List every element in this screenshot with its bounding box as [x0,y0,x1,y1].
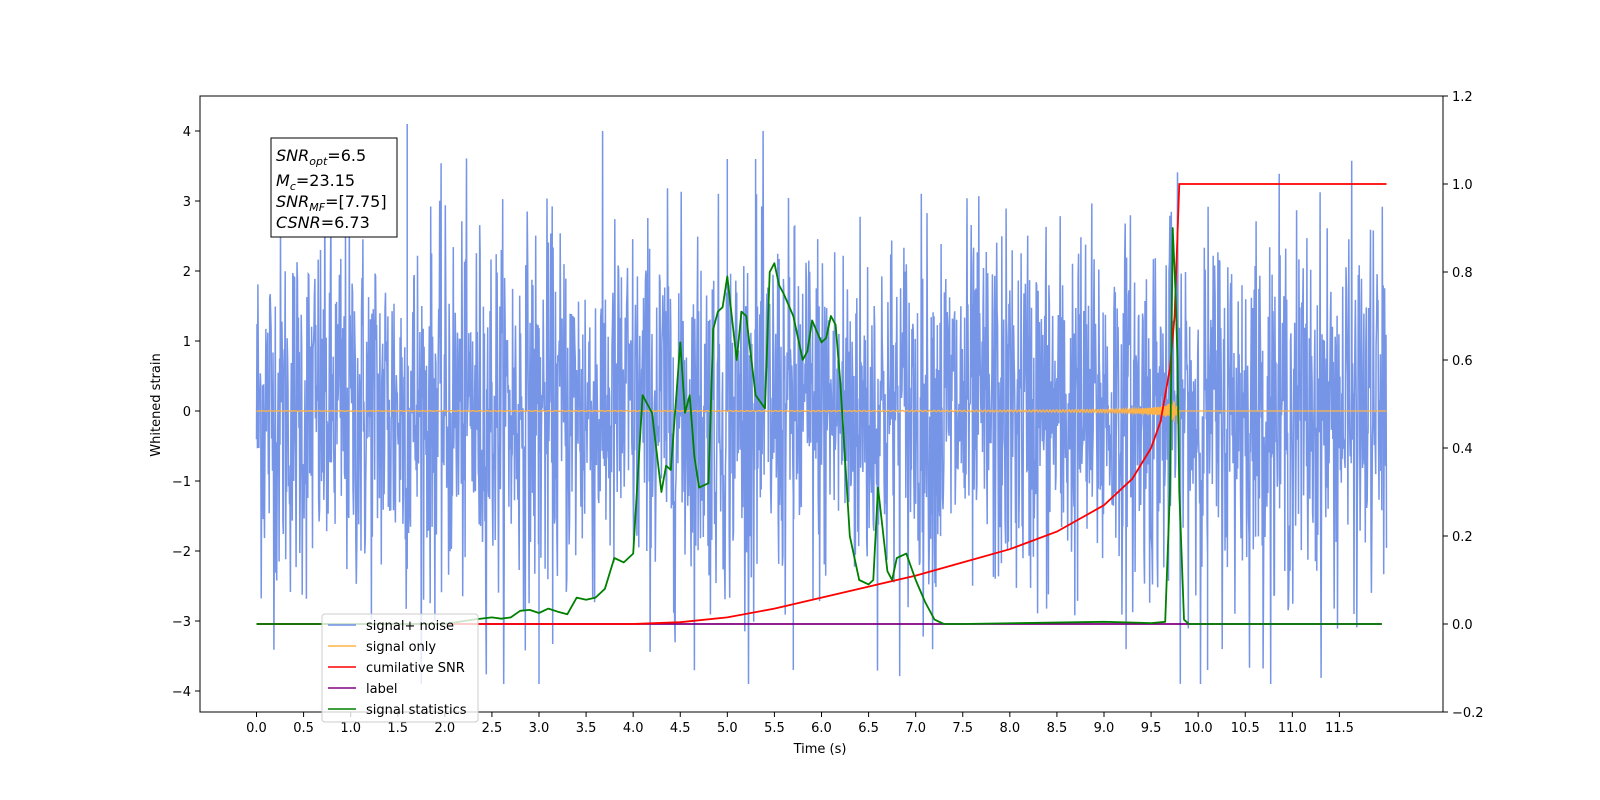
x-axis: 0.0 0.5 1.0 1.5 2.0 2.5 3.0 3.5 4.0 4.5 5.0 5.5 6.0 6… [246,712,1354,736]
x-tick-label: 2.5 [482,721,503,736]
x-tick-label: 5.5 [764,721,785,736]
y2-tick-label: 0.4 [1452,442,1473,457]
x-axis-label: Time (s) [793,742,847,757]
y-tick-label: −2 [172,545,191,560]
series-cumulative-snr [256,183,1387,625]
series-signal-only [256,389,1387,431]
x-tick-label: 3.0 [529,721,550,736]
x-tick-label: 7.5 [952,721,973,736]
y-axis-label: Whitened strain [149,353,164,456]
legend-label-signal-noise: signal+ noise [366,619,454,634]
x-tick-label: 4.0 [623,721,644,736]
x-tick-label: 7.0 [905,721,926,736]
x-tick-label: 10.0 [1184,721,1213,736]
legend-label-signal-only: signal only [366,640,436,655]
y-tick-label: −4 [172,685,191,700]
stats-annotation: SNRopt=6.5 Mc=23.15 SNRMF=[7.75] CSNR=6.… [270,137,398,238]
y2-tick-label: −0.2 [1452,706,1484,721]
x-tick-label: 1.0 [340,721,361,736]
annotation-snr-opt: SNRopt=6.5 [276,146,366,168]
y-axis-left: 4 3 2 1 0 −1 −2 −3 −4 [172,125,200,700]
annotation-csnr: CSNR=6.73 [276,213,370,232]
annotation-snr-mf: SNRMF=[7.75] [276,192,387,214]
annotation-box [270,137,398,238]
x-tick-label: 10.5 [1231,721,1260,736]
y2-tick-label: 1.2 [1452,90,1473,105]
x-tick-label: 0.5 [293,721,314,736]
series-signal-statistics [256,227,1382,625]
y-tick-label: 4 [183,125,191,140]
x-tick-label: 9.5 [1141,721,1162,736]
y-tick-label: −1 [172,475,191,490]
y-axis-right: 1.2 1.0 0.8 0.6 0.4 0.2 0.0 −0.2 [1443,90,1484,721]
x-tick-label: 5.0 [717,721,738,736]
x-tick-label: 9.0 [1094,721,1115,736]
x-tick-label: 4.5 [670,721,691,736]
legend-label-cumulative-snr: cumilative SNR [366,661,465,676]
legend: signal+ noise signal only cumilative SNR… [321,613,479,723]
y2-tick-label: 0.8 [1452,266,1473,281]
x-tick-label: 1.5 [387,721,408,736]
x-tick-label: 8.5 [1047,721,1068,736]
series-layer [255,124,1388,685]
legend-label-label: label [366,682,397,697]
y-tick-label: 1 [183,335,191,350]
y-tick-label: −3 [172,615,191,630]
y-tick-label: 2 [183,265,191,280]
legend-box [321,613,479,723]
x-tick-label: 0.0 [246,721,267,736]
x-tick-label: 11.0 [1278,721,1307,736]
x-tick-label: 3.5 [576,721,597,736]
legend-label-signal-statistics: signal statistics [366,703,467,718]
x-tick-label: 6.5 [858,721,879,736]
y-tick-label: 0 [183,405,191,420]
x-tick-label: 8.0 [999,721,1020,736]
y2-tick-label: 0.0 [1452,618,1473,633]
y2-tick-label: 1.0 [1452,178,1473,193]
y2-tick-label: 0.6 [1452,354,1473,369]
x-tick-label: 6.0 [811,721,832,736]
y-tick-label: 3 [183,195,191,210]
series-signal-noise [255,124,1388,685]
annotation-mc: Mc=23.15 [276,171,355,193]
x-tick-label: 2.0 [434,721,455,736]
x-tick-label: 11.5 [1325,721,1354,736]
y2-tick-label: 0.2 [1452,530,1473,545]
